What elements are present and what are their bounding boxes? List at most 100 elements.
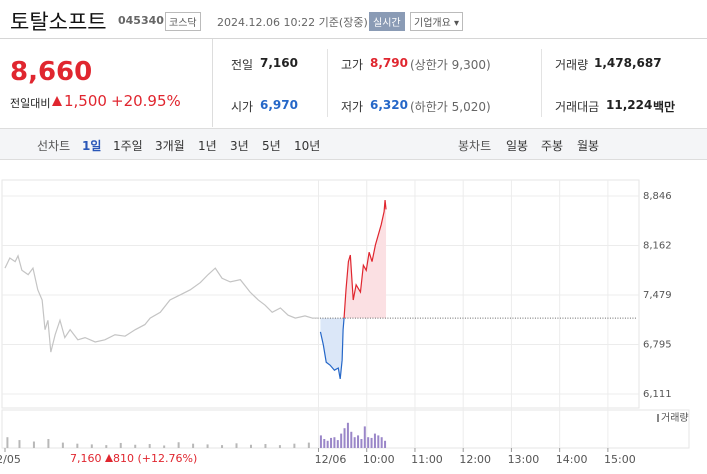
volume-bar: [346, 422, 349, 448]
tab[interactable]: 일봉: [506, 139, 529, 153]
volume-bar: [119, 442, 122, 448]
tab[interactable]: 월봉: [577, 139, 600, 153]
volume-bar: [192, 443, 195, 448]
volume-bar: [353, 437, 356, 448]
volume-bar: [357, 435, 360, 448]
tab-group-label: 선차트: [37, 139, 71, 153]
volume-legend-icon: [657, 414, 659, 422]
x-tick-label: 12/05: [0, 453, 21, 466]
volume-bar: [333, 437, 336, 448]
stats: 전일 7,160 고가 8,790 (상한가 9,300) 거래량 1,478,…: [213, 39, 707, 127]
volume-bar: [177, 442, 180, 448]
volume-bar: [18, 440, 21, 448]
volume-bar: [330, 437, 333, 448]
area-fill: [320, 318, 345, 379]
summary-close: 7,160: [70, 452, 102, 465]
x-tick-label: 12:00: [459, 453, 491, 466]
volume-bar: [163, 445, 166, 448]
tab[interactable]: 5년: [262, 139, 281, 153]
stat-value: 6,970: [260, 98, 298, 112]
stat-label: 고가: [341, 58, 364, 72]
y-tick-label: 8,162: [643, 241, 672, 252]
stat-unit: 백만: [653, 100, 676, 114]
area-fill: [344, 200, 387, 319]
volume-bar: [61, 442, 64, 448]
up-arrow: [105, 454, 113, 462]
volume-bar: [323, 439, 326, 448]
y-tick-label: 6,795: [643, 340, 672, 351]
volume-label: 거래량: [661, 412, 689, 424]
volume-bar: [370, 437, 373, 448]
tab-group-label: 봉차트: [458, 139, 492, 153]
overview-button[interactable]: 기업개요 ▾: [410, 12, 463, 31]
tab[interactable]: 3년: [230, 139, 249, 153]
volume-bar: [206, 444, 209, 448]
summary-percent: (+12.76%): [137, 452, 198, 465]
stock-code: 045340: [118, 14, 164, 27]
tab[interactable]: 1일: [82, 139, 102, 153]
y-tick-label: 8,846: [643, 191, 672, 202]
x-tick-label: 13:00: [508, 453, 540, 466]
y-tick-label: 6,111: [643, 389, 672, 400]
change-label: 전일대비: [10, 97, 51, 110]
x-tick-label: 12/06: [315, 453, 347, 466]
stock-name: 토탈소프트: [10, 10, 107, 34]
price-block: 8,660 전일대비 1,500 +20.95%: [0, 39, 213, 127]
volume-bar: [76, 443, 79, 448]
volume-bar: [148, 444, 151, 448]
volume-bar: [134, 444, 137, 448]
summary-change: 810: [113, 452, 134, 465]
volume-bar: [367, 437, 370, 448]
tab[interactable]: 3개월: [155, 139, 185, 153]
chart: 8,846 8,162 7,479 6,795 6,111 12/05 12/06 10:00…: [0, 179, 690, 466]
datetime: 2024.12.06 10:22 기준(장중): [217, 16, 368, 29]
volume-bar: [105, 445, 108, 448]
volume-bar: [350, 431, 353, 448]
stat-value: 6,320: [370, 98, 408, 112]
change-percent: +20.95%: [111, 92, 181, 110]
volume-bar: [336, 440, 339, 448]
volume-bar: [47, 439, 50, 448]
market-badge: 코스닥: [165, 12, 201, 31]
header: 토탈소프트 045340 코스닥 2024.12.06 10:22 기준(장중)…: [0, 0, 707, 39]
volume-bar: [235, 443, 238, 448]
tab[interactable]: 주봉: [541, 139, 564, 153]
volume-bar: [278, 445, 281, 448]
up-arrow: [52, 96, 62, 106]
volume-bar: [319, 435, 322, 448]
prev-summary: 7,160 810 (+12.76%): [70, 452, 197, 465]
volume-bar: [343, 428, 346, 448]
volume-bar: [264, 444, 267, 448]
stat-note: (상한가 9,300): [410, 58, 491, 72]
volume-bar: [363, 426, 366, 448]
volume-bar: [221, 445, 224, 448]
stat-label: 거래대금: [555, 100, 600, 114]
tab[interactable]: 1주일: [113, 139, 143, 153]
volume-bar: [6, 437, 9, 448]
volume-bar: [380, 437, 383, 448]
current-price: 8,660: [10, 57, 93, 87]
stat-value: 1,478,687: [594, 56, 662, 70]
stat-note: (하한가 5,020): [410, 100, 491, 114]
tab[interactable]: 1년: [198, 139, 217, 153]
x-tick-label: 14:00: [556, 453, 588, 466]
price-line: [4, 254, 319, 353]
volume-bar: [373, 433, 376, 448]
volume-bar: [377, 435, 380, 448]
x-tick-label: 11:00: [411, 453, 443, 466]
stat-label: 시가: [231, 100, 254, 114]
stat-label: 저가: [341, 100, 364, 114]
volume-bar: [293, 443, 296, 448]
stat-label: 거래량: [555, 58, 589, 72]
volume-bar: [384, 440, 387, 448]
price-line: [319, 318, 345, 379]
tab[interactable]: 10년: [294, 139, 321, 153]
plot-frame: [1, 179, 640, 409]
y-tick-label: 7,479: [643, 290, 672, 301]
volume-bar: [249, 444, 252, 448]
change: 1,500: [64, 92, 107, 110]
stat-value: 8,790: [370, 56, 408, 70]
realtime-badge: 실시간: [369, 12, 405, 31]
